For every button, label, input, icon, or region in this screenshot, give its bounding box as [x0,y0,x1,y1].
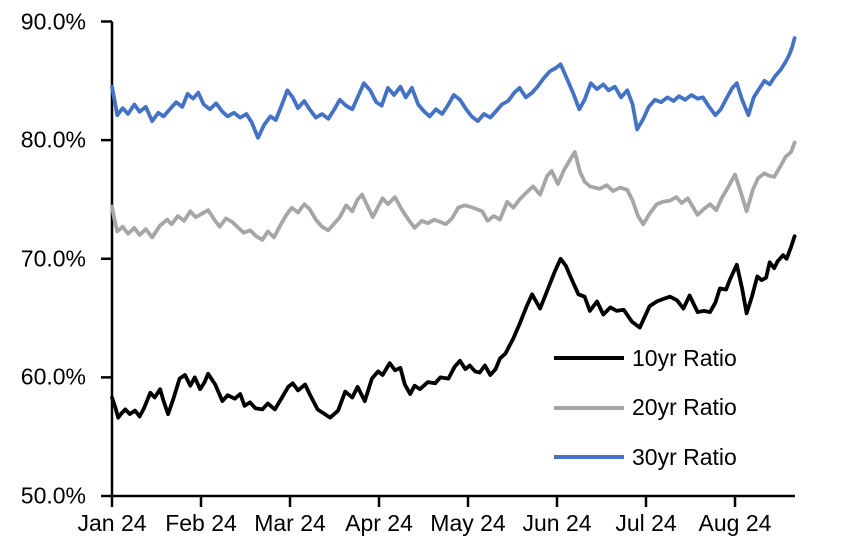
legend-line-sample-30yr [554,455,624,459]
x-tick-label: Feb 24 [165,510,237,536]
x-tick-label: Aug 24 [698,510,772,536]
y-tick-label: 90.0% [20,8,86,35]
x-tick-label: Jan 24 [77,510,147,536]
y-tick-label: 80.0% [20,126,86,153]
y-tick-label: 70.0% [20,245,86,271]
x-tick-label: Jun 24 [522,510,592,536]
legend-line-sample-10yr [554,356,624,360]
series-line-10yr-ratio [110,234,797,420]
legend-label: 20yr Ratio [632,394,737,420]
legend-entry-10yr-ratio: 10yr Ratio [554,345,737,371]
x-tick-label: Apr 24 [345,510,413,536]
x-tick-label: May 24 [430,510,506,536]
series-line-20yr-ratio [110,140,797,242]
series-line-30yr-ratio [110,36,797,140]
y-tick-label: 60.0% [20,363,86,390]
y-tick-label: 50.0% [20,482,86,508]
legend-label: 10yr Ratio [632,344,737,371]
legend-entry-30yr-ratio: 30yr Ratio [554,444,737,470]
x-tick-label: Mar 24 [254,510,326,536]
legend-line-sample-20yr [554,405,624,410]
legend-label: 30yr Ratio [632,443,737,470]
x-tick-label: Jul 24 [615,510,677,536]
legend-entry-20yr-ratio: 20yr Ratio [554,395,737,421]
